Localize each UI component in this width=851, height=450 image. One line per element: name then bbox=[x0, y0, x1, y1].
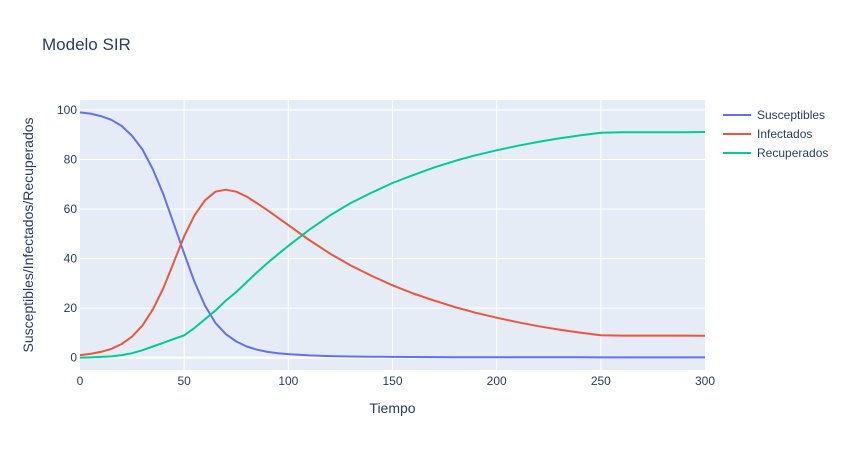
y-axis-title: Susceptibles/Infectados/Recuperados bbox=[20, 117, 36, 352]
series-lines bbox=[79, 111, 706, 359]
chart-title: Modelo SIR bbox=[42, 35, 131, 54]
y-tick-label: 20 bbox=[64, 301, 78, 315]
x-tick-label: 0 bbox=[77, 374, 84, 388]
y-axis-ticks: 0 20 40 60 80 100 bbox=[57, 103, 77, 365]
x-axis-ticks: 0 50 100 150 200 250 300 bbox=[77, 374, 716, 388]
y-tick-label: 80 bbox=[64, 152, 78, 166]
legend-label-recuperados: Recuperados bbox=[757, 146, 828, 160]
legend-label-susceptibles: Susceptibles bbox=[757, 108, 825, 122]
y-tick-label: 60 bbox=[64, 202, 78, 216]
y-tick-label: 100 bbox=[57, 103, 77, 117]
x-tick-label: 250 bbox=[591, 374, 611, 388]
x-tick-label: 150 bbox=[382, 374, 402, 388]
x-tick-label: 300 bbox=[695, 374, 715, 388]
series-line-infectados bbox=[79, 188, 706, 357]
x-tick-label: 200 bbox=[487, 374, 507, 388]
x-tick-label: 100 bbox=[278, 374, 298, 388]
x-axis-title: Tiempo bbox=[369, 400, 415, 416]
y-tick-label: 0 bbox=[70, 351, 77, 365]
legend[interactable]: Susceptibles Infectados Recuperados bbox=[723, 108, 828, 160]
y-tick-label: 40 bbox=[64, 252, 78, 266]
series-line-recuperados bbox=[79, 131, 706, 359]
series-line-susceptibles bbox=[79, 111, 705, 359]
legend-label-infectados: Infectados bbox=[757, 127, 812, 141]
x-tick-label: 50 bbox=[177, 374, 191, 388]
